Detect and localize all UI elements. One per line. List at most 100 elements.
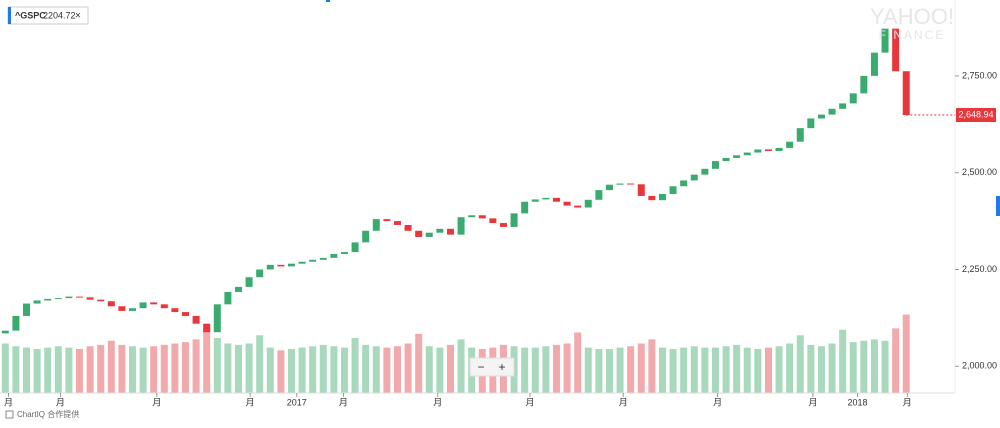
candle: [203, 323, 211, 333]
candle: [584, 199, 592, 208]
volume-bar: [245, 343, 253, 393]
candle: [828, 108, 836, 115]
volume-bar: [733, 344, 741, 393]
x-tick-label: 月: [56, 397, 65, 407]
x-tick-label: 月: [619, 397, 628, 407]
volume-bar: [340, 347, 348, 393]
x-tick-label: 2018: [847, 397, 867, 407]
volume-bar: [595, 349, 603, 393]
candle: [107, 301, 115, 307]
candle: [786, 141, 794, 148]
volume-bar: [404, 343, 412, 393]
volume-bar: [552, 344, 560, 393]
last-price-label: 2,648.94: [958, 109, 993, 119]
candle: [499, 223, 507, 227]
volume-bar: [256, 335, 264, 393]
candle: [563, 201, 571, 206]
volume-bar: [849, 342, 857, 393]
volume-bar: [839, 329, 847, 393]
volume-bar: [743, 347, 751, 393]
candle: [383, 219, 391, 222]
candle: [213, 304, 221, 333]
candle: [680, 180, 688, 187]
volume-bar: [234, 344, 242, 393]
candle: [128, 308, 136, 311]
x-tick-label: 月: [808, 397, 817, 407]
candle: [54, 298, 62, 300]
volume-bar: [531, 347, 539, 393]
x-tick-label: 月: [713, 397, 722, 407]
volume-bar: [97, 344, 105, 393]
volume-bar: [457, 339, 465, 393]
watermark: YAHOO!: [870, 4, 954, 29]
candle: [658, 193, 666, 201]
candle: [552, 197, 560, 202]
candle: [605, 184, 613, 191]
candle: [44, 298, 52, 301]
volume-bar: [584, 347, 592, 393]
volume-bar: [701, 347, 709, 393]
volume-bar: [828, 343, 836, 393]
candle: [404, 224, 412, 231]
volume-bar: [192, 339, 200, 393]
volume-bar: [298, 347, 306, 393]
watermark: FINANCE: [879, 28, 946, 42]
volume-bar: [796, 335, 804, 393]
footer: ChartIQ 合作提供: [17, 409, 79, 419]
x-tick-label: 2017: [287, 397, 307, 407]
volume-bar: [118, 344, 126, 393]
volume-bar: [722, 346, 730, 393]
y-tick-label: 2,500.00: [962, 167, 997, 177]
candle: [319, 257, 327, 260]
volume-bar: [425, 346, 433, 393]
volume-bar: [372, 346, 380, 393]
series: [1, 28, 910, 393]
volume-bar: [33, 349, 41, 393]
candle: [521, 201, 529, 214]
last-price-tag: [956, 108, 996, 123]
candle: [722, 157, 730, 162]
volume-bar: [817, 346, 825, 393]
candle: [171, 308, 179, 313]
volume-bar: [627, 346, 635, 393]
zoom-in[interactable]: +: [498, 360, 505, 374]
candle: [12, 315, 20, 331]
candle: [256, 269, 264, 278]
x-tick-label: 月: [152, 397, 161, 407]
candle: [446, 228, 454, 235]
candle: [372, 219, 380, 231]
candle: [902, 71, 910, 116]
candle: [478, 215, 486, 219]
candle: [192, 315, 200, 324]
volume-bar: [690, 346, 698, 393]
candle: [33, 300, 41, 304]
legend[interactable]: ^GSPC 2204.72 ×: [7, 6, 89, 25]
candle: [340, 252, 348, 254]
candle: [870, 52, 878, 76]
candle: [860, 75, 868, 94]
candle: [65, 296, 73, 299]
candle: [224, 291, 232, 305]
top-marker: [326, 0, 330, 2]
candle: [266, 264, 274, 270]
volume-bar: [266, 347, 274, 393]
candle: [245, 277, 253, 287]
x-tick-label: 月: [433, 397, 442, 407]
candle: [97, 299, 105, 302]
zoom[interactable]: − +: [469, 357, 515, 377]
candle: [425, 232, 433, 237]
y-tick-label: 2,250.00: [962, 264, 997, 274]
volume-bar: [415, 333, 423, 393]
zoom-out[interactable]: −: [477, 360, 484, 374]
volume-bar: [351, 338, 359, 393]
footer-icon: [5, 410, 14, 419]
volume-bar: [542, 346, 550, 393]
volume-bar: [637, 343, 645, 393]
volume-bar: [393, 346, 401, 393]
volume-bar: [1, 343, 9, 393]
volume-bar: [160, 344, 168, 393]
legend-close[interactable]: ×: [75, 11, 81, 22]
side-marker: [996, 196, 1000, 216]
volume-bar: [605, 349, 613, 393]
